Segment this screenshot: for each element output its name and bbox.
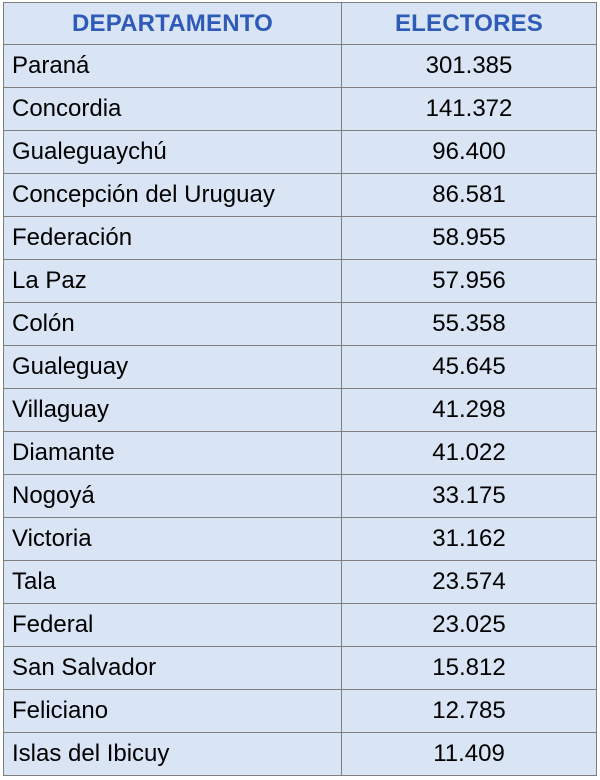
header-row: DEPARTAMENTO ELECTORES [3,2,597,45]
table-row: Federal 23.025 [3,603,597,647]
table-row: Concepción del Uruguay 86.581 [3,173,597,217]
cell-electores: 41.298 [341,388,597,432]
cell-electores: 96.400 [341,130,597,174]
table-row: San Salvador 15.812 [3,646,597,690]
table-row: Nogoyá 33.175 [3,474,597,518]
table-row: Gualeguaychú 96.400 [3,130,597,174]
cell-departamento: Nogoyá [3,474,342,518]
cell-departamento: Tala [3,560,342,604]
table-row: Feliciano 12.785 [3,689,597,733]
cell-electores: 58.955 [341,216,597,260]
table-row: Concordia 141.372 [3,87,597,131]
cell-electores: 301.385 [341,44,597,88]
cell-electores: 41.022 [341,431,597,475]
cell-departamento: Islas del Ibicuy [3,732,342,776]
cell-departamento: Victoria [3,517,342,561]
cell-departamento: San Salvador [3,646,342,690]
cell-electores: 15.812 [341,646,597,690]
cell-electores: 55.358 [341,302,597,346]
cell-electores: 31.162 [341,517,597,561]
cell-departamento: Gualeguaychú [3,130,342,174]
cell-departamento: Feliciano [3,689,342,733]
cell-departamento: La Paz [3,259,342,303]
cell-electores: 23.025 [341,603,597,647]
cell-electores: 23.574 [341,560,597,604]
electores-table: DEPARTAMENTO ELECTORES Paraná 301.385 Conc… [3,2,597,776]
table-row: Paraná 301.385 [3,44,597,88]
table-row: Victoria 31.162 [3,517,597,561]
table-row: Islas del Ibicuy 11.409 [3,732,597,776]
header-electores: ELECTORES [341,2,597,45]
cell-electores: 57.956 [341,259,597,303]
cell-departamento: Concepción del Uruguay [3,173,342,217]
table-row: Gualeguay 45.645 [3,345,597,389]
cell-electores: 45.645 [341,345,597,389]
table-row: Diamante 41.022 [3,431,597,475]
cell-electores: 12.785 [341,689,597,733]
table-row: Tala 23.574 [3,560,597,604]
cell-departamento: Villaguay [3,388,342,432]
table-row: Federación 58.955 [3,216,597,260]
header-departamento: DEPARTAMENTO [3,2,342,45]
cell-departamento: Federación [3,216,342,260]
cell-departamento: Colón [3,302,342,346]
table-row: Villaguay 41.298 [3,388,597,432]
cell-departamento: Paraná [3,44,342,88]
cell-departamento: Federal [3,603,342,647]
table-row: Colón 55.358 [3,302,597,346]
cell-electores: 11.409 [341,732,597,776]
cell-electores: 33.175 [341,474,597,518]
cell-electores: 141.372 [341,87,597,131]
cell-departamento: Gualeguay [3,345,342,389]
cell-departamento: Diamante [3,431,342,475]
table-header: DEPARTAMENTO ELECTORES [3,2,597,45]
table-body: Paraná 301.385 Concordia 141.372 Gualeguaych… [3,44,597,776]
cell-electores: 86.581 [341,173,597,217]
cell-departamento: Concordia [3,87,342,131]
table-row: La Paz 57.956 [3,259,597,303]
